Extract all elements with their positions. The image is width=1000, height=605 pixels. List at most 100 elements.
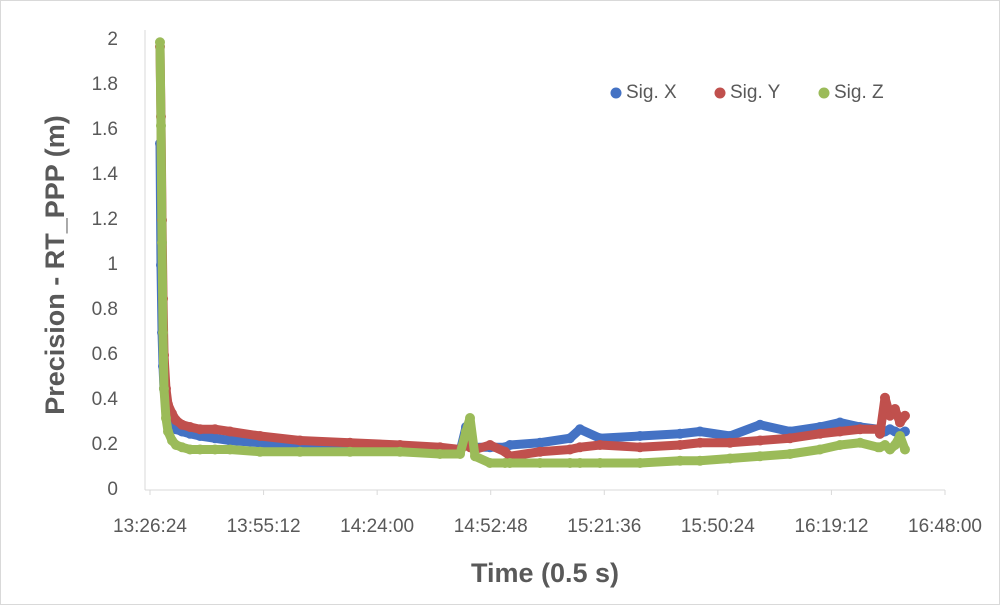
point	[889, 404, 900, 414]
point	[754, 451, 765, 462]
point	[484, 458, 495, 468]
point	[834, 440, 845, 450]
point	[675, 428, 685, 439]
point	[785, 449, 796, 459]
x-axis-title: Time (0.5 s)	[471, 558, 619, 588]
point	[294, 435, 305, 446]
point	[195, 444, 206, 455]
y-tick-label: 1	[107, 254, 118, 275]
point	[855, 424, 866, 435]
point	[224, 444, 235, 455]
point	[177, 442, 188, 453]
legend-label: Sig. Y	[730, 82, 781, 103]
point	[160, 413, 171, 423]
point	[879, 392, 890, 403]
point	[535, 446, 546, 457]
point	[694, 455, 705, 466]
point	[185, 422, 196, 432]
point	[158, 383, 169, 394]
legend-label: Sig. Z	[834, 82, 884, 103]
point	[535, 458, 546, 468]
point	[470, 451, 481, 462]
point	[694, 426, 705, 437]
y-tick-label: 1.4	[92, 164, 119, 185]
point	[675, 455, 685, 466]
point	[574, 442, 585, 453]
point	[210, 444, 221, 455]
point	[255, 446, 266, 457]
y-tick-label: 1.6	[92, 119, 118, 140]
y-tick-label: 0.2	[92, 434, 118, 455]
point	[834, 426, 845, 437]
point	[814, 444, 825, 455]
point	[155, 120, 166, 131]
x-tick-label: 13:26:24	[113, 516, 187, 537]
x-tick-label: 13:55:12	[227, 516, 301, 537]
y-tick-label: 0	[107, 479, 118, 500]
point	[564, 458, 575, 468]
point	[224, 426, 235, 437]
point	[694, 437, 705, 448]
point	[564, 444, 575, 455]
point	[725, 453, 736, 464]
point	[344, 437, 355, 448]
point	[455, 449, 466, 459]
point	[157, 237, 168, 248]
point	[675, 440, 685, 450]
x-tick-label: 16:48:00	[908, 516, 982, 537]
legend-marker	[610, 87, 622, 99]
point	[564, 433, 575, 444]
point	[725, 437, 736, 448]
y-tick-label: 0.4	[92, 389, 119, 410]
point	[195, 424, 206, 435]
point	[874, 428, 885, 439]
y-tick-label: 2	[107, 29, 118, 50]
point	[894, 431, 905, 441]
point	[395, 446, 406, 457]
x-tick-label: 15:50:24	[681, 516, 755, 537]
point	[210, 424, 221, 435]
point	[899, 410, 910, 421]
point	[595, 440, 606, 450]
x-tick-label: 14:52:48	[454, 516, 528, 537]
point	[634, 458, 645, 468]
point	[255, 431, 266, 441]
y-tick-label: 0.8	[92, 299, 118, 320]
point	[504, 458, 515, 468]
point	[889, 440, 900, 450]
y-tick-label: 1.2	[92, 209, 118, 230]
point	[834, 417, 845, 428]
point	[224, 435, 235, 446]
point	[634, 431, 645, 441]
point	[210, 433, 221, 444]
point	[814, 428, 825, 439]
point	[754, 419, 765, 430]
point	[294, 446, 305, 457]
x-tick-label: 16:19:12	[794, 516, 868, 537]
point	[163, 426, 174, 437]
point	[899, 444, 910, 455]
point	[484, 440, 495, 450]
y-tick-label: 0.6	[92, 344, 118, 365]
point	[434, 449, 445, 459]
point	[574, 424, 585, 435]
legend-label: Sig. X	[626, 82, 677, 103]
point	[461, 426, 472, 437]
point	[574, 458, 585, 468]
legend-marker	[714, 87, 726, 99]
x-tick-label: 14:24:00	[340, 516, 414, 537]
point	[535, 437, 546, 448]
point	[785, 433, 796, 444]
point	[465, 413, 476, 423]
point	[634, 442, 645, 453]
point	[158, 327, 169, 338]
point	[754, 435, 765, 446]
point	[595, 458, 606, 468]
y-tick-label: 1.8	[92, 74, 118, 95]
point	[185, 444, 196, 455]
y-axis-title: Precision - RT_PPP (m)	[40, 115, 70, 415]
point	[154, 37, 165, 48]
point	[855, 437, 866, 448]
point	[344, 446, 355, 457]
